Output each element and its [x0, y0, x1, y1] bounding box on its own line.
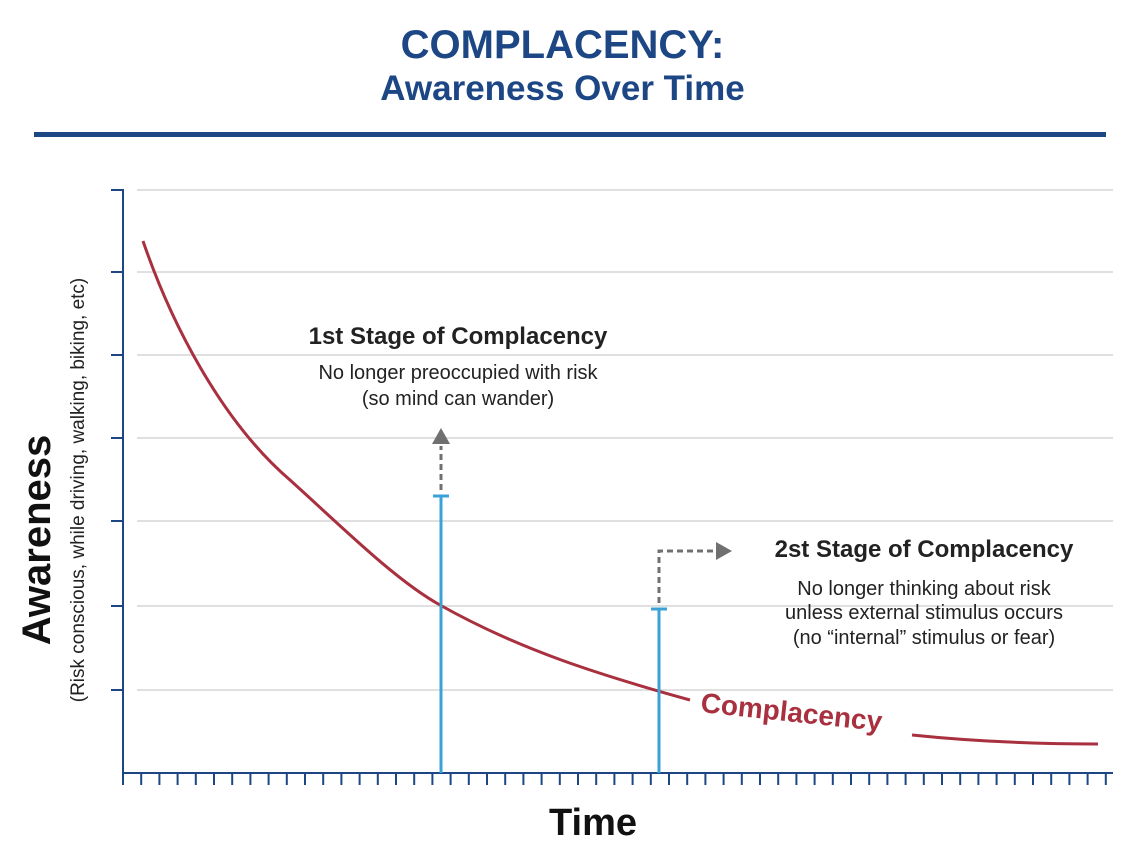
stage1-title: 1st Stage of Complacency: [309, 323, 608, 350]
gridlines: [137, 189, 1113, 691]
x-axis-ticks: [122, 773, 1107, 785]
stage1-marker: [433, 494, 449, 773]
complacency-curve: [141, 240, 691, 702]
y-axis-label: Awareness: [15, 435, 59, 646]
stage2-arrow-shaft: [657, 549, 714, 603]
chart-title: COMPLACENCY:: [400, 23, 725, 67]
y-axis: [111, 189, 124, 774]
stage2-desc-line3: (no “internal” stimulus or fear): [793, 627, 1055, 649]
chart-subtitle: Awareness Over Time: [380, 69, 745, 108]
x-axis-label: Time: [549, 802, 637, 844]
stage1-arrow-head: [432, 428, 450, 444]
stage2-title: 2st Stage of Complacency: [775, 536, 1074, 563]
curve-label: Complacency: [699, 687, 884, 737]
stage1-desc-line2: (so mind can wander): [362, 388, 554, 410]
stage1-desc-line1: No longer preoccupied with risk: [318, 362, 598, 384]
title-divider: [34, 132, 1106, 137]
complacency-curve-tail: [911, 733, 1099, 746]
stage2-arrow-head: [716, 542, 732, 560]
y-axis-sublabel: (Risk conscious, while driving, walking,…: [68, 278, 89, 703]
stage2-marker: [651, 607, 667, 773]
stage2-desc-line1: No longer thinking about risk: [797, 578, 1051, 600]
stage2-desc-line2: unless external stimulus occurs: [785, 602, 1063, 624]
